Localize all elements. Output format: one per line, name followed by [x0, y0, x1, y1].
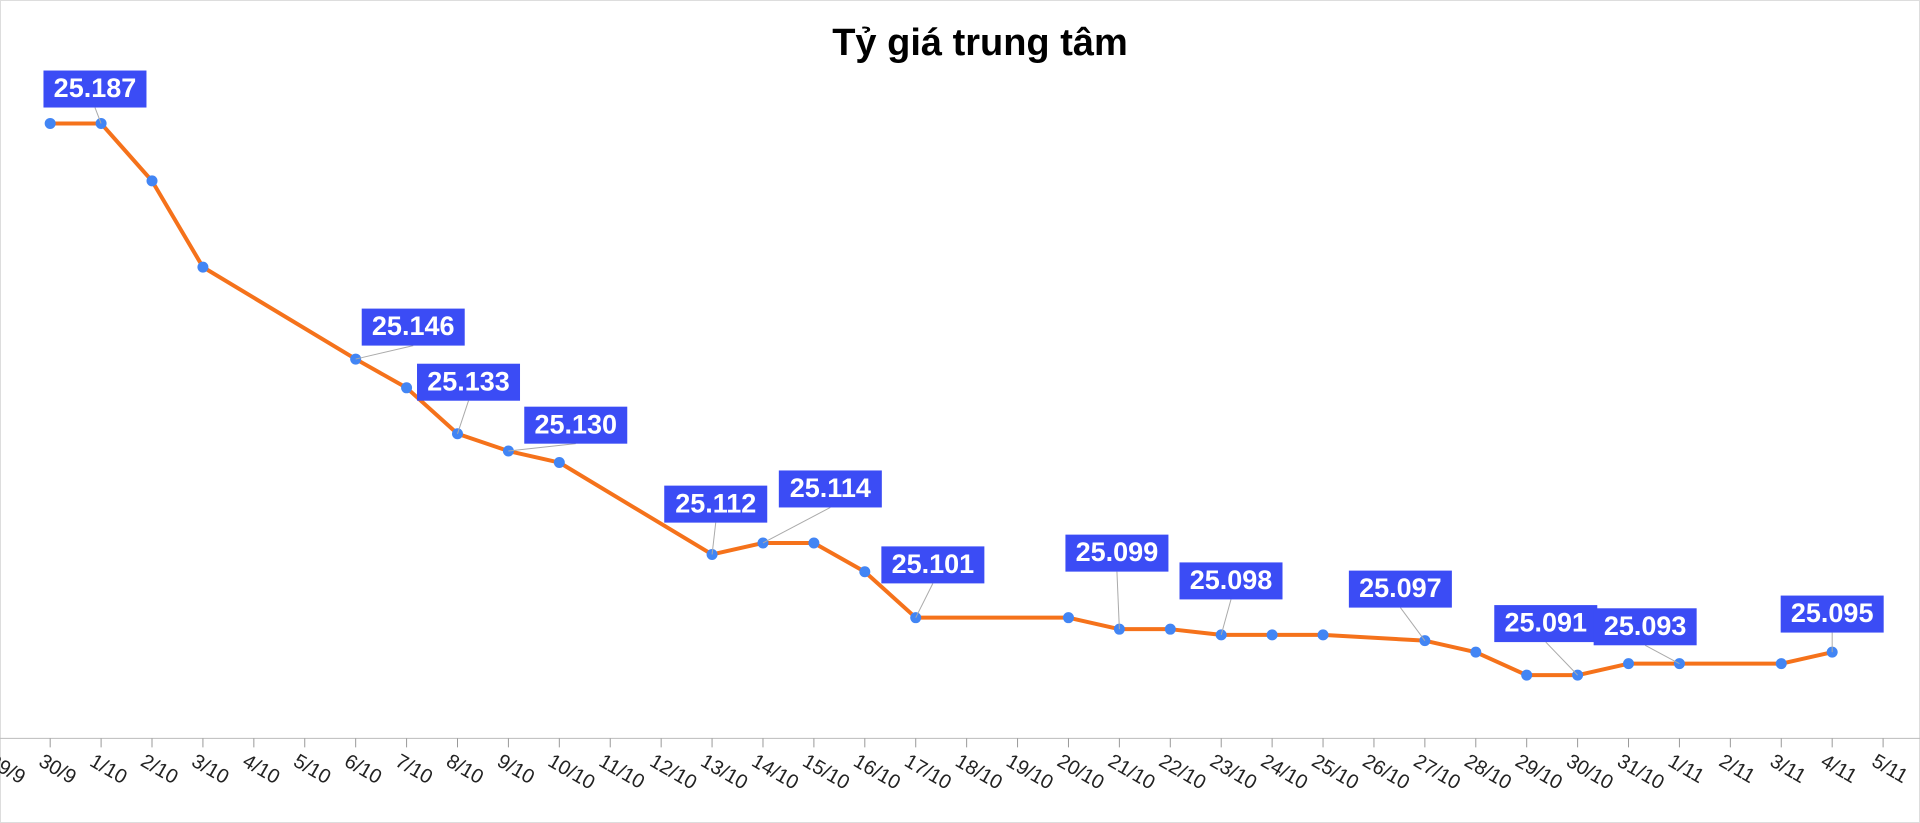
label-box — [664, 485, 768, 523]
data-point — [808, 537, 820, 549]
data-label: 25.112 — [664, 485, 768, 555]
label-box — [778, 470, 882, 508]
data-label-text: 25.091 — [1504, 608, 1587, 638]
data-label: 25.133 — [417, 363, 521, 434]
data-point — [197, 261, 209, 273]
data-point — [146, 175, 158, 187]
label-leader — [457, 400, 469, 434]
label-leader — [915, 583, 934, 618]
data-label-text: 25.114 — [790, 473, 871, 503]
label-leader — [355, 345, 414, 360]
label-box — [1065, 534, 1169, 572]
data-label: 25.091 — [1494, 605, 1598, 676]
label-box — [881, 546, 985, 584]
data-point — [1062, 612, 1074, 624]
label-leader — [1545, 641, 1578, 676]
data-label: 25.187 — [43, 70, 147, 124]
data-label-text: 25.099 — [1076, 537, 1159, 567]
data-label: 25.099 — [1065, 534, 1169, 630]
label-box — [1348, 570, 1452, 608]
data-label: 25.098 — [1179, 562, 1283, 636]
label-leader — [711, 522, 717, 555]
data-label: 25.095 — [1780, 595, 1884, 653]
data-point — [1317, 629, 1329, 641]
data-label: 25.093 — [1593, 608, 1697, 665]
chart-title: Tỷ giá trung tâm — [832, 22, 1128, 64]
data-label-text: 25.093 — [1604, 611, 1687, 641]
data-point — [859, 566, 871, 578]
data-point — [401, 382, 413, 394]
data-label-text: 25.095 — [1791, 598, 1874, 628]
data-label-text: 25.098 — [1190, 565, 1273, 595]
data-label-text: 25.133 — [427, 366, 510, 396]
label-box — [417, 363, 521, 401]
data-point — [44, 117, 56, 129]
label-box — [1593, 608, 1697, 646]
data-label: 25.101 — [881, 546, 985, 618]
label-leader — [1116, 571, 1120, 630]
data-label: 25.114 — [762, 470, 882, 544]
data-point — [1521, 669, 1533, 681]
data-label: 25.097 — [1348, 570, 1452, 641]
data-label: 25.146 — [355, 308, 465, 360]
label-box — [361, 308, 465, 346]
label-box — [1179, 562, 1283, 600]
data-point — [1775, 658, 1787, 670]
label-leader — [94, 107, 102, 124]
data-label: 25.130 — [508, 406, 628, 452]
label-leader — [1220, 599, 1232, 636]
label-leader — [1644, 644, 1680, 665]
label-leader — [1399, 607, 1426, 641]
data-point — [1266, 629, 1278, 641]
data-label-text: 25.187 — [54, 73, 137, 103]
data-point — [1623, 658, 1635, 670]
label-leader — [762, 507, 831, 544]
data-label-text: 25.146 — [372, 311, 455, 341]
data-label-text: 25.101 — [892, 549, 975, 579]
data-point — [553, 457, 565, 469]
data-label-text: 25.130 — [534, 409, 617, 439]
data-label-text: 25.097 — [1359, 573, 1442, 603]
label-box — [524, 406, 628, 444]
label-box — [1780, 595, 1884, 633]
data-point — [1164, 623, 1176, 635]
label-box — [1494, 605, 1598, 643]
data-point — [1470, 646, 1482, 658]
label-box — [43, 70, 147, 108]
label-leader — [508, 443, 576, 452]
data-label-text: 25.112 — [675, 488, 756, 518]
line-series — [50, 121, 1833, 678]
